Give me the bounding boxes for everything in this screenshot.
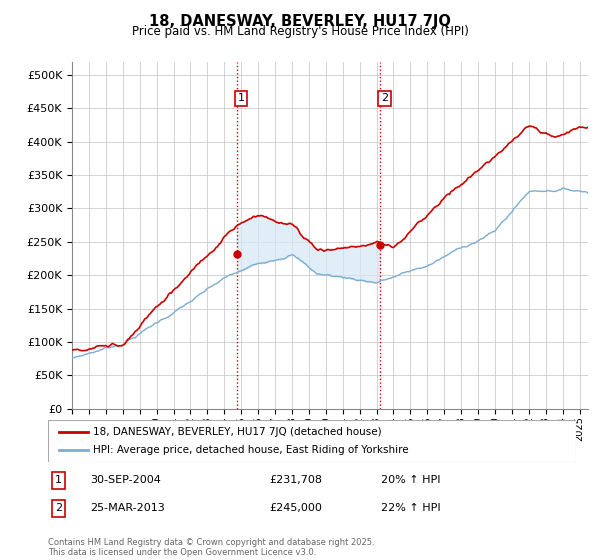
Text: £231,708: £231,708	[270, 475, 323, 485]
Text: HPI: Average price, detached house, East Riding of Yorkshire: HPI: Average price, detached house, East…	[93, 445, 409, 455]
Text: 2: 2	[381, 94, 388, 104]
Text: 18, DANESWAY, BEVERLEY, HU17 7JQ: 18, DANESWAY, BEVERLEY, HU17 7JQ	[149, 14, 451, 29]
Text: 25-MAR-2013: 25-MAR-2013	[90, 503, 165, 513]
Text: 1: 1	[55, 475, 62, 485]
Text: 18, DANESWAY, BEVERLEY, HU17 7JQ (detached house): 18, DANESWAY, BEVERLEY, HU17 7JQ (detach…	[93, 427, 382, 437]
Text: Contains HM Land Registry data © Crown copyright and database right 2025.
This d: Contains HM Land Registry data © Crown c…	[48, 538, 374, 557]
Text: 2: 2	[55, 503, 62, 513]
Text: 1: 1	[238, 94, 245, 104]
Text: 20% ↑ HPI: 20% ↑ HPI	[380, 475, 440, 485]
Text: 30-SEP-2004: 30-SEP-2004	[90, 475, 161, 485]
Text: 22% ↑ HPI: 22% ↑ HPI	[380, 503, 440, 513]
Text: £245,000: £245,000	[270, 503, 323, 513]
Text: Price paid vs. HM Land Registry's House Price Index (HPI): Price paid vs. HM Land Registry's House …	[131, 25, 469, 38]
